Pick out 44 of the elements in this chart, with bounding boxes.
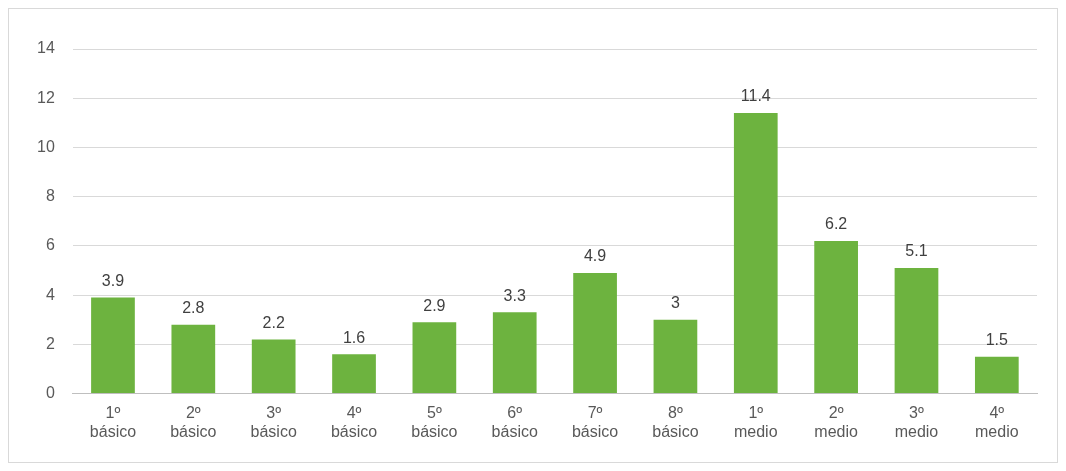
x-tick-label: 1º medio: [733, 403, 778, 440]
x-tick-label: 1º básico: [89, 403, 137, 440]
bar: [653, 319, 698, 394]
bar: [733, 113, 778, 394]
data-label: 2.8: [182, 299, 205, 317]
bar: [974, 356, 1019, 394]
x-tick-label: 3º medio: [894, 403, 939, 440]
bar: [573, 272, 617, 394]
data-label: 1.6: [342, 328, 366, 346]
x-tick-label: 2º medio: [814, 403, 859, 440]
data-label: 1.5: [985, 331, 1009, 349]
bar: [251, 339, 296, 394]
bar: [412, 322, 457, 394]
x-tick-label: 2º básico: [170, 403, 217, 440]
bar: [171, 324, 216, 394]
bar: [814, 240, 858, 394]
data-label: 4.9: [583, 247, 607, 265]
data-label: 2.9: [423, 296, 446, 314]
bar: [91, 297, 135, 394]
x-tick-label: 4º medio: [975, 403, 1019, 440]
data-label: 3: [670, 294, 680, 312]
bar: [332, 354, 376, 394]
x-tick-label: 5º básico: [411, 403, 458, 440]
data-label: 2.2: [262, 313, 285, 331]
y-tick-label: 10: [37, 137, 55, 155]
y-tick-label: 8: [45, 187, 55, 205]
x-tick-label: 4º básico: [330, 403, 378, 440]
data-label: 11.4: [740, 87, 771, 105]
y-tick-label: 14: [37, 39, 55, 57]
bar: [492, 312, 537, 394]
y-tick-label: 12: [37, 88, 55, 106]
y-tick-label: 2: [45, 334, 55, 352]
x-tick-label: 8º básico: [652, 403, 699, 440]
data-label: 3.3: [503, 286, 526, 304]
x-tick-label: 6º básico: [491, 403, 538, 440]
data-label: 6.2: [825, 215, 848, 233]
data-label: 5.1: [905, 242, 928, 260]
x-tick-label: 3º básico: [250, 403, 297, 440]
data-label: 3.9: [101, 272, 125, 290]
y-tick-label: 4: [45, 285, 55, 303]
y-tick-label: 0: [45, 384, 55, 402]
y-tick-label: 6: [45, 236, 55, 254]
x-tick-label: 7º básico: [571, 403, 619, 440]
bar: [894, 268, 939, 394]
